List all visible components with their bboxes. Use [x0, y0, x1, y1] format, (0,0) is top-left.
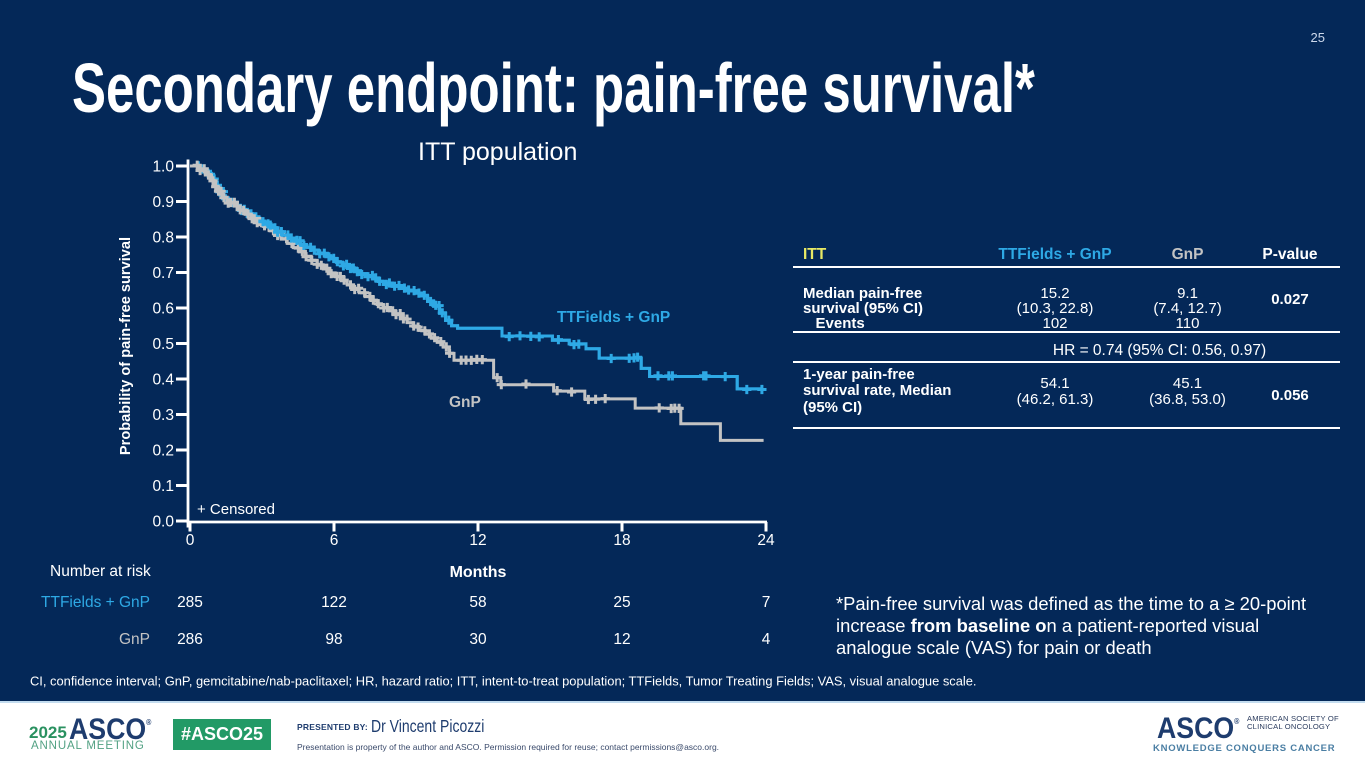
svg-text:0.2: 0.2 [152, 442, 174, 459]
svg-text:Number at risk: Number at risk [50, 563, 151, 580]
svg-text:7: 7 [762, 594, 771, 611]
svg-text:58: 58 [469, 594, 486, 611]
svg-text:GnP: GnP [449, 394, 481, 411]
svg-text:1.0: 1.0 [152, 158, 174, 175]
svg-text:286: 286 [177, 631, 203, 648]
svg-text:0.4: 0.4 [152, 371, 174, 388]
svg-text:18: 18 [613, 532, 630, 549]
svg-text:0.9: 0.9 [152, 194, 174, 211]
svg-text:Probability of pain-free survi: Probability of pain-free survival [118, 237, 134, 455]
svg-text:0.5: 0.5 [152, 336, 174, 353]
svg-text:0.7: 0.7 [152, 265, 174, 282]
svg-text:285: 285 [177, 594, 203, 611]
svg-text:25: 25 [613, 594, 630, 611]
svg-text:TTFields + GnP: TTFields + GnP [41, 594, 150, 611]
svg-text:4: 4 [762, 631, 771, 648]
svg-text:0.3: 0.3 [152, 407, 174, 424]
svg-text:30: 30 [469, 631, 487, 648]
svg-text:0.8: 0.8 [152, 229, 174, 246]
svg-text:122: 122 [321, 594, 347, 611]
svg-text:Months: Months [450, 564, 507, 581]
svg-text:98: 98 [325, 631, 342, 648]
svg-text:12: 12 [613, 631, 630, 648]
svg-text:TTFields + GnP: TTFields + GnP [557, 309, 670, 326]
svg-text:CI, confidence interval; GnP,: CI, confidence interval; GnP, gemcitabin… [30, 674, 977, 689]
svg-text:12: 12 [469, 532, 486, 549]
svg-text:6: 6 [330, 532, 339, 549]
svg-text:0.0: 0.0 [152, 513, 174, 530]
svg-text:24: 24 [757, 532, 775, 549]
svg-text:0.6: 0.6 [152, 300, 174, 317]
svg-text:0.1: 0.1 [152, 478, 174, 495]
svg-text:0: 0 [186, 532, 195, 549]
svg-text:GnP: GnP [119, 631, 150, 648]
svg-text:+ Censored: + Censored [197, 501, 275, 518]
